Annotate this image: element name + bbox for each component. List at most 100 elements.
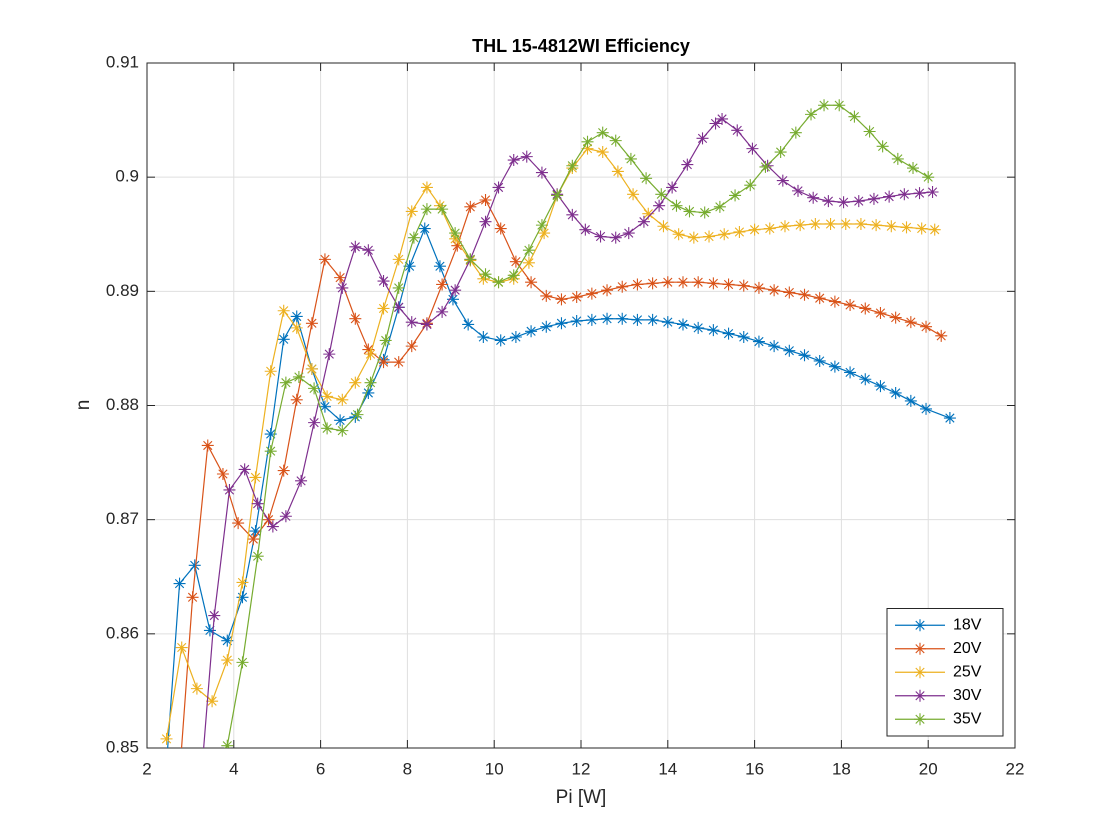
marker (464, 200, 477, 213)
marker (776, 174, 789, 187)
marker (507, 269, 520, 282)
marker (883, 190, 896, 203)
marker (436, 278, 449, 291)
marker (405, 340, 418, 353)
marker (876, 140, 889, 153)
legend-marker (914, 666, 926, 679)
marker (555, 293, 568, 306)
marker (631, 313, 644, 326)
marker (928, 223, 941, 236)
marker (807, 191, 820, 204)
marker (538, 227, 551, 240)
marker (420, 203, 433, 216)
marker (436, 203, 449, 216)
marker (509, 255, 522, 268)
marker (696, 132, 709, 145)
marker (238, 463, 251, 476)
marker (585, 287, 598, 300)
marker (657, 220, 670, 233)
marker (321, 390, 334, 403)
marker (637, 215, 650, 228)
marker (405, 205, 418, 218)
marker (898, 188, 911, 201)
marker (601, 312, 614, 325)
marker (935, 329, 948, 342)
marker (698, 206, 711, 219)
marker (494, 222, 507, 235)
marker (579, 223, 592, 236)
marker (672, 228, 685, 241)
marker (722, 327, 735, 340)
marker (926, 186, 939, 199)
marker (581, 135, 594, 148)
marker (646, 313, 659, 326)
marker (805, 108, 818, 121)
y-tick-label: 0.87 (106, 509, 139, 528)
marker (729, 189, 742, 202)
marker (566, 159, 579, 172)
marker (859, 373, 872, 386)
marker (418, 222, 431, 235)
marker (833, 99, 846, 112)
marker (318, 253, 331, 266)
x-tick-label: 22 (1006, 759, 1025, 778)
marker (813, 292, 826, 305)
marker (173, 577, 186, 590)
marker (661, 276, 674, 289)
marker (349, 376, 362, 389)
marker (290, 393, 303, 406)
legend-label: 18V (953, 616, 982, 633)
marker (201, 439, 214, 452)
marker (733, 225, 746, 238)
marker (420, 181, 433, 194)
marker (433, 199, 446, 212)
y-tick-label: 0.89 (106, 281, 139, 300)
marker (759, 160, 772, 173)
legend-label: 20V (953, 640, 982, 657)
marker (789, 126, 802, 139)
marker (748, 223, 761, 236)
marker (249, 471, 262, 484)
marker (763, 222, 776, 235)
marker (247, 533, 260, 546)
marker (203, 624, 216, 637)
x-axis-label: Pi [W] (556, 787, 607, 808)
marker (292, 370, 305, 383)
marker (616, 280, 629, 293)
marker (407, 231, 420, 244)
marker (175, 641, 188, 654)
x-tick-label: 18 (832, 759, 851, 778)
marker (707, 277, 720, 290)
marker (249, 525, 262, 538)
marker (336, 281, 349, 294)
marker (290, 321, 303, 334)
marker (746, 142, 759, 155)
x-tick-label: 20 (919, 759, 938, 778)
marker (822, 195, 835, 208)
marker (752, 335, 765, 348)
marker (420, 318, 433, 331)
x-tick-label: 14 (658, 759, 677, 778)
marker (522, 256, 535, 269)
marker (692, 276, 705, 289)
marker (277, 333, 290, 346)
marker (403, 260, 416, 273)
marker (716, 112, 729, 125)
marker (824, 217, 837, 230)
marker (737, 279, 750, 292)
marker (308, 382, 321, 395)
marker (904, 316, 917, 329)
marker (828, 295, 841, 308)
marker (854, 217, 867, 230)
marker (540, 289, 553, 302)
x-tick-label: 4 (229, 759, 238, 778)
marker (737, 331, 750, 343)
marker (709, 117, 722, 130)
marker (221, 739, 234, 748)
marker (295, 474, 308, 487)
legend-marker (914, 689, 926, 702)
marker (364, 376, 377, 389)
marker (349, 312, 362, 325)
marker (522, 244, 535, 257)
marker (907, 162, 920, 175)
